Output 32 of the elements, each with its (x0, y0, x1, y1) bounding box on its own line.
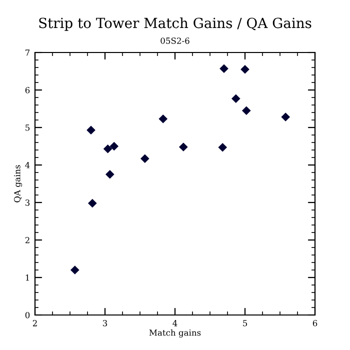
y-tick-label: 0 (25, 312, 30, 318)
point (70, 266, 80, 274)
point (218, 143, 227, 152)
point (86, 126, 96, 134)
y-tick-label: 3 (25, 199, 30, 206)
y-tick-label: 1 (26, 274, 29, 281)
point (104, 144, 112, 154)
y-tick-label: 6 (25, 86, 30, 94)
y-tick-label: 4 (25, 162, 30, 168)
point (140, 154, 150, 163)
point (179, 142, 188, 152)
point (106, 170, 114, 179)
y-axis-title: QA gains (14, 165, 22, 202)
x-tick-label: 3 (102, 320, 108, 326)
point (242, 106, 251, 115)
chart-title: Strip to Tower Match Gains / QA Gains (39, 17, 312, 31)
point (232, 94, 240, 103)
point (220, 64, 228, 73)
point (158, 114, 168, 124)
point (281, 112, 290, 122)
x-tick-label: 4 (172, 320, 178, 326)
x-tick-label: 5 (243, 320, 248, 326)
point (240, 65, 250, 74)
x-axis-title: Match gains (149, 329, 201, 338)
chart-subtitle: 05S2-6 (160, 38, 190, 44)
y-tick-label: 5 (26, 124, 30, 131)
x-tick-label: 6 (312, 320, 318, 326)
y-tick-label: 2 (25, 236, 30, 244)
y-tick-label: 7 (26, 50, 30, 56)
x-tick-label: 2 (32, 320, 37, 326)
point (88, 199, 97, 208)
point (110, 142, 118, 150)
